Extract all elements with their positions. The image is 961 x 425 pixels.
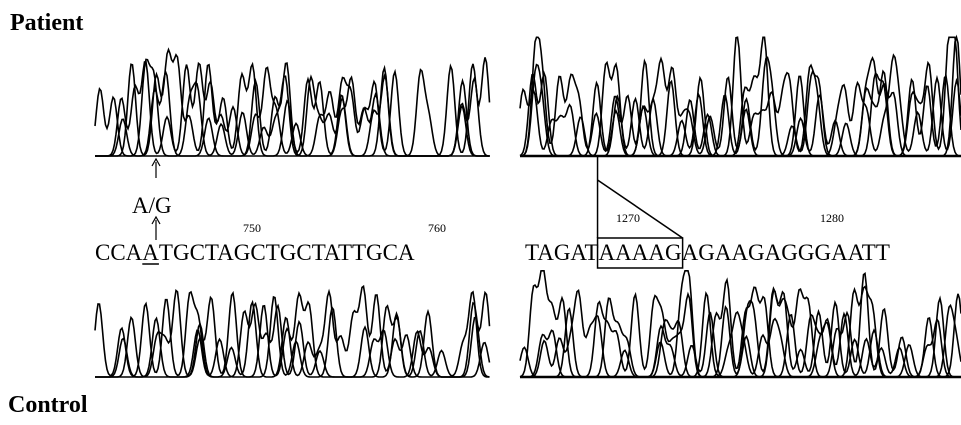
trace bbox=[95, 50, 490, 156]
figure: Patient Control A/G 750 760 1270 1280 CC… bbox=[0, 0, 961, 425]
sequence-part: AGAAGAGGGAATT bbox=[682, 240, 890, 265]
position-label: 1280 bbox=[820, 211, 844, 225]
callout bbox=[598, 180, 683, 238]
patient-label: Patient bbox=[10, 10, 83, 36]
sequence-part: TGCTAGCTGCTATTGCA bbox=[159, 240, 415, 265]
position-label: 750 bbox=[243, 221, 261, 235]
control-label: Control bbox=[8, 392, 88, 418]
sequence-part: CCA bbox=[95, 240, 143, 265]
position-label: 1270 bbox=[616, 211, 640, 225]
trace bbox=[95, 59, 490, 156]
page: {"labels": {"patient": "Patient", "contr… bbox=[0, 0, 961, 425]
sequence-part: A bbox=[142, 240, 159, 265]
variant-label: A/G bbox=[132, 193, 172, 218]
sequence-part: TAGAT bbox=[525, 240, 599, 265]
sequence-part: AAAAG bbox=[599, 240, 682, 265]
position-label: 760 bbox=[428, 221, 446, 235]
